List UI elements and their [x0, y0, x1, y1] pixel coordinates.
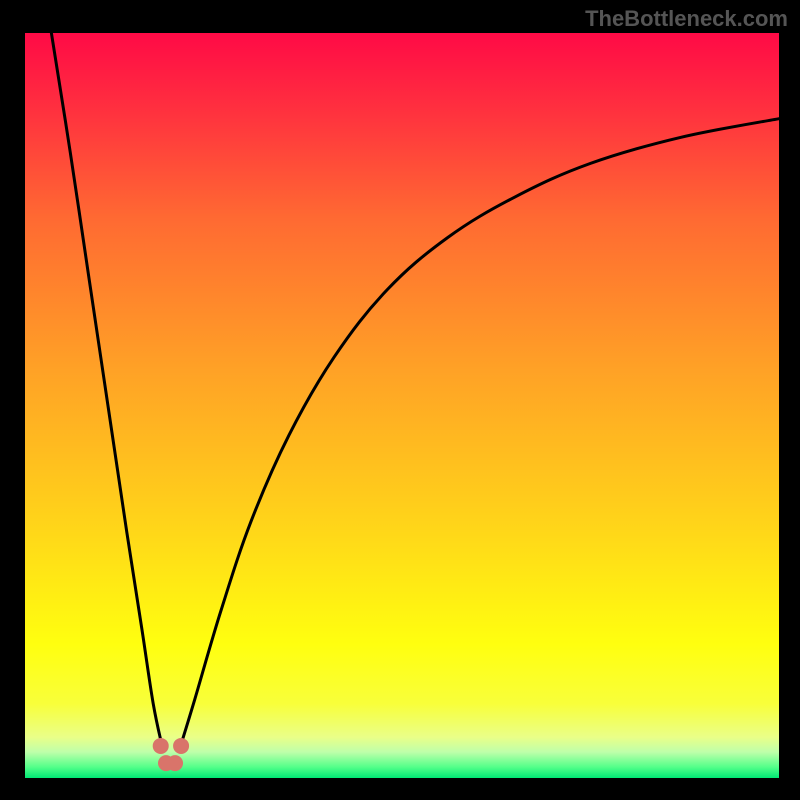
valley-marker [167, 755, 183, 771]
valley-marker [153, 738, 169, 754]
watermark-text: TheBottleneck.com [585, 6, 788, 32]
bottleneck-chart [0, 0, 800, 800]
plot-background [25, 33, 779, 778]
chart-container: TheBottleneck.com [0, 0, 800, 800]
valley-marker [173, 738, 189, 754]
